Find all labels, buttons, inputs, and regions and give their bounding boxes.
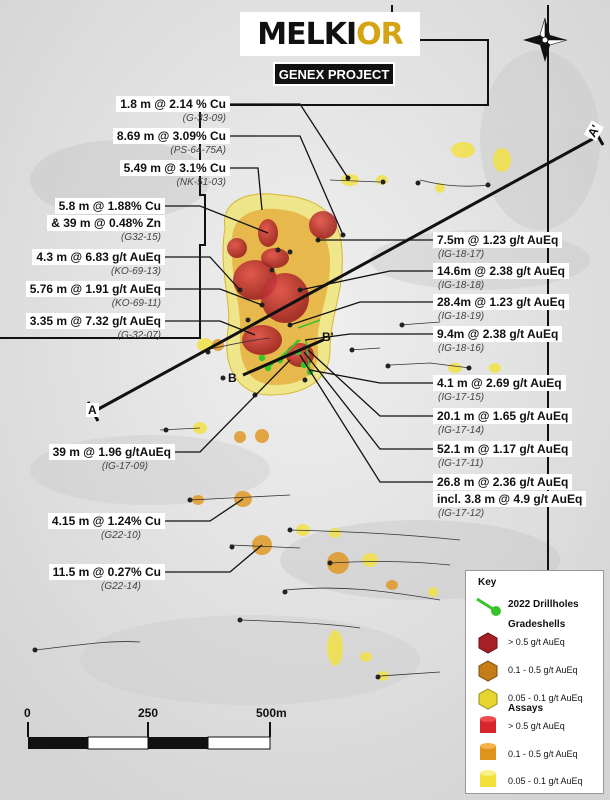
intercept-label: 8.69 m @ 3.09% Cu bbox=[112, 128, 230, 144]
intercept-label: 20.1 m @ 1.65 g/t AuEq bbox=[433, 408, 573, 424]
section-b-prime-label: B' bbox=[322, 330, 334, 344]
intercept-label: 39 m @ 1.96 g/tAuEq bbox=[48, 444, 175, 460]
intercept-label: 5.8 m @ 1.88% Cu bbox=[54, 198, 165, 214]
legend-gradeshell-high: > 0.5 g/t AuEq bbox=[508, 637, 565, 647]
hole-id: (IG-17-09) bbox=[101, 461, 148, 472]
hole-id: (KO-69-13) bbox=[110, 266, 161, 277]
intercept-label: 5.49 m @ 3.1% Cu bbox=[119, 160, 230, 176]
intercept-label: & 39 m @ 0.48% Zn bbox=[47, 215, 165, 231]
intercept-label: 7.5m @ 1.23 g/t AuEq bbox=[433, 232, 563, 248]
intercept-label: 52.1 m @ 1.17 g/t AuEq bbox=[433, 441, 573, 457]
scale-tick-500: 500m bbox=[256, 706, 287, 720]
hole-id: (G-33-09) bbox=[182, 113, 226, 124]
intercept-label: 5.76 m @ 1.91 g/t AuEq bbox=[25, 281, 165, 297]
scale-tick-250: 250 bbox=[138, 706, 159, 720]
hole-id: (IG-17-11) bbox=[438, 458, 484, 469]
section-line-aa bbox=[92, 134, 599, 414]
legend-assay-mid: 0.1 - 0.5 g/t AuEq bbox=[508, 749, 578, 759]
intercept-label: 26.8 m @ 2.36 g/t AuEq bbox=[433, 474, 573, 490]
project-title: GENEX PROJECT bbox=[273, 62, 395, 86]
intercept-label: 4.15 m @ 1.24% Cu bbox=[47, 513, 165, 529]
intercept-label: 11.5 m @ 0.27% Cu bbox=[48, 564, 165, 580]
intercept-label: 14.6m @ 2.38 g/t AuEq bbox=[433, 263, 569, 279]
hole-id: (IG-17-12) bbox=[438, 508, 485, 519]
hole-id: (IG-17-15) bbox=[438, 392, 485, 403]
melkior-logo: MELKIOR bbox=[240, 12, 420, 56]
hole-id: (NK-51-03) bbox=[176, 177, 226, 188]
assay-legend-icons bbox=[480, 716, 496, 787]
hole-id: (G22-10) bbox=[100, 530, 141, 541]
section-a-label: A bbox=[86, 403, 99, 417]
hole-id: (IG-18-16) bbox=[438, 343, 485, 354]
legend-assay-low: 0.05 - 0.1 g/t AuEq bbox=[508, 776, 583, 786]
intercept-label: incl. 3.8 m @ 4.9 g/t AuEq bbox=[433, 491, 587, 507]
scale-bar bbox=[27, 722, 271, 750]
legend-gradeshell-mid: 0.1 - 0.5 g/t AuEq bbox=[508, 665, 578, 675]
hole-id: (IG-18-19) bbox=[438, 311, 485, 322]
drillhole-legend-icon bbox=[476, 597, 501, 616]
section-line-bb bbox=[242, 338, 324, 377]
intercept-label: 3.35 m @ 7.32 g/t AuEq bbox=[25, 313, 165, 329]
hole-id: (G-32-07) bbox=[117, 330, 161, 341]
legend-title: Key bbox=[478, 577, 497, 588]
legend-gradeshells-title: Gradeshells bbox=[508, 619, 566, 630]
legend-assays-title: Assays bbox=[508, 703, 544, 714]
leader-lines bbox=[165, 103, 433, 573]
north-arrow-icon bbox=[523, 17, 568, 62]
gradeshell-legend-icons bbox=[478, 632, 498, 710]
map-legend: Key 2022 Drillholes Gradeshells > 0.5 g/… bbox=[465, 570, 604, 794]
intercept-label: 1.8 m @ 2.14 % Cu bbox=[116, 96, 230, 112]
hole-id: (KO-69-11) bbox=[111, 298, 161, 309]
intercept-label: 4.3 m @ 6.83 g/t AuEq bbox=[32, 249, 165, 265]
intercept-label: 28.4m @ 1.23 g/t AuEq bbox=[433, 294, 569, 310]
hole-id: (G32-15) bbox=[120, 232, 161, 243]
legend-gradeshell-low: 0.05 - 0.1 g/t AuEq bbox=[508, 693, 583, 703]
hole-id: (IG-17-14) bbox=[438, 425, 485, 436]
hole-id: (IG-18-18) bbox=[438, 280, 485, 291]
legend-drillholes: 2022 Drillholes bbox=[508, 599, 579, 610]
hole-id: (IG-18-17) bbox=[438, 249, 485, 260]
historic-drillholes bbox=[34, 179, 491, 746]
intercept-label: 4.1 m @ 2.69 g/t AuEq bbox=[433, 375, 566, 391]
scale-tick-0: 0 bbox=[24, 706, 31, 720]
legend-assay-high: > 0.5 g/t AuEq bbox=[508, 721, 565, 731]
hole-id: (G22-14) bbox=[100, 581, 141, 592]
hole-id: (PS-64-75A) bbox=[170, 145, 226, 156]
section-b-label: B bbox=[228, 371, 237, 385]
drillhole-collars bbox=[32, 175, 491, 749]
intercept-label: 9.4m @ 2.38 g/t AuEq bbox=[433, 326, 563, 342]
